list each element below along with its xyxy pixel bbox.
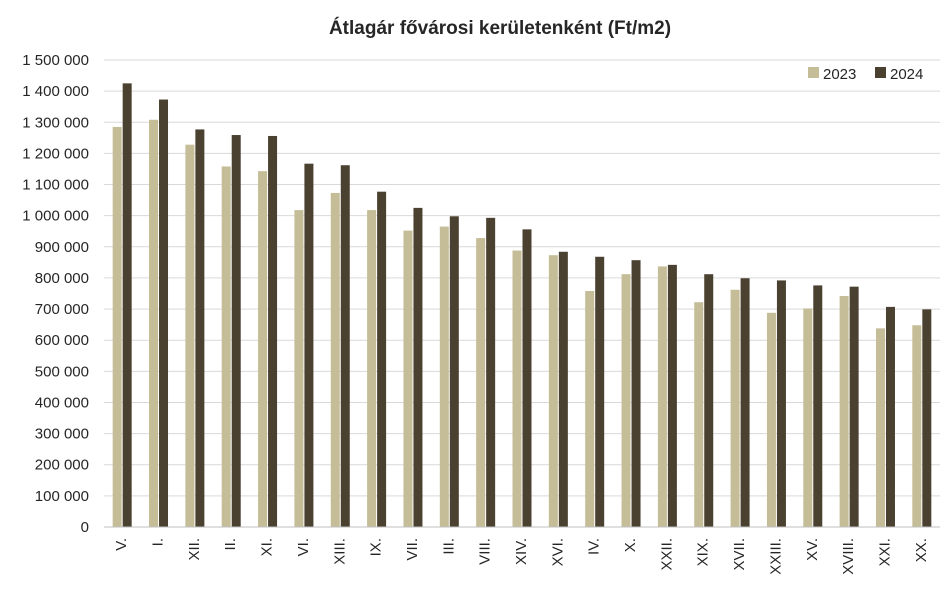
y-tick-label: 1 200 000: [22, 145, 89, 162]
y-axis-tick-labels: 0 100 000 200 000 300 000 400 000 500 000 600 …: [22, 52, 89, 536]
bar-2023-5: [258, 171, 268, 527]
bar-2024-4: [231, 135, 241, 528]
x-category-label: IV.: [586, 538, 603, 555]
x-category-label: XIII.: [331, 538, 348, 565]
bar-2023-4: [221, 166, 231, 527]
bar-2023-16: [657, 266, 667, 527]
x-category-label: XI.: [259, 538, 276, 556]
bar-2024-1: [122, 83, 132, 527]
x-category-label: VII.: [404, 538, 421, 561]
bar-2024-16: [667, 264, 677, 527]
x-category-label: II.: [222, 538, 239, 551]
bar-2024-12: [522, 229, 532, 527]
bar-2024-7: [340, 165, 350, 528]
x-category-label: XII.: [186, 538, 203, 561]
x-category-label: XVIII.: [840, 538, 857, 575]
bar-2023-10: [439, 226, 449, 527]
y-tick-label: 600 000: [35, 332, 89, 349]
bar-2023-21: [839, 295, 849, 527]
bar-2023-3: [185, 144, 195, 527]
x-category-label: XVII.: [731, 538, 748, 571]
bar-2023-13: [548, 255, 558, 527]
y-tick-label: 1 500 000: [22, 52, 89, 69]
y-tick-label: 500 000: [35, 363, 89, 380]
bar-2024-8: [377, 191, 387, 527]
y-tick-label: 1 300 000: [22, 114, 89, 131]
bar-2024-2: [159, 99, 169, 527]
y-tick-label: 900 000: [35, 239, 89, 256]
x-category-label: VIII.: [477, 538, 494, 565]
bar-2023-20: [803, 308, 813, 527]
legend-swatch-2024: [875, 67, 886, 78]
x-category-label: XVI.: [549, 538, 566, 566]
legend: 2023 2024: [808, 66, 923, 83]
bar-2023-22: [875, 328, 885, 527]
x-category-label: XXII.: [658, 538, 675, 571]
x-category-label: I.: [150, 538, 167, 546]
bar-2023-19: [766, 312, 776, 527]
x-category-label: V.: [113, 538, 130, 551]
bar-2024-14: [595, 256, 605, 527]
bar-2024-19: [776, 280, 786, 527]
bar-2024-17: [704, 274, 714, 527]
legend-label-2023: 2023: [823, 66, 856, 83]
bar-2023-15: [621, 274, 631, 527]
legend-swatch-2023: [808, 67, 819, 78]
x-category-label: XIX.: [695, 538, 712, 566]
y-tick-label: 1 100 000: [22, 177, 89, 194]
bar-2024-13: [558, 251, 568, 528]
bar-2023-18: [730, 289, 740, 527]
bar-2024-20: [813, 285, 823, 527]
bar-2024-15: [631, 260, 641, 527]
legend-label-2024: 2024: [890, 66, 923, 83]
bar-2024-10: [449, 216, 459, 527]
bar-2024-21: [849, 286, 859, 527]
bar-2023-2: [149, 119, 159, 527]
bar-2024-5: [268, 135, 278, 527]
y-tick-label: 800 000: [35, 270, 89, 287]
bar-2024-11: [486, 217, 496, 527]
bar-2023-9: [403, 230, 413, 528]
bar-2024-18: [740, 278, 750, 527]
bar-2024-9: [413, 207, 423, 527]
x-category-label: XV.: [804, 538, 821, 561]
y-tick-label: 200 000: [35, 457, 89, 474]
bar-2023-14: [585, 291, 595, 527]
bar-2023-23: [912, 325, 922, 527]
x-axis-category-labels: V. I. XII. II. XI. VI. XIII. IX. VII. III. VIII. XI…: [113, 538, 930, 575]
y-tick-label: 1 400 000: [22, 83, 89, 100]
y-tick-label: 0: [81, 519, 89, 536]
bar-2023-11: [476, 238, 486, 527]
x-category-label: III.: [440, 538, 457, 555]
x-category-label: XXIII.: [767, 538, 784, 575]
y-tick-label: 700 000: [35, 301, 89, 318]
y-tick-label: 300 000: [35, 426, 89, 443]
bar-2023-7: [330, 192, 340, 527]
gridlines: [104, 59, 940, 497]
y-tick-label: 100 000: [35, 488, 89, 505]
bar-2024-23: [922, 309, 932, 527]
bar-2023-17: [694, 302, 704, 527]
y-tick-label: 1 000 000: [22, 208, 89, 225]
y-tick-label: 400 000: [35, 394, 89, 411]
x-category-label: IX.: [368, 538, 385, 556]
bar-2023-6: [294, 210, 304, 527]
bars: [112, 83, 932, 528]
bar-2024-6: [304, 163, 314, 527]
bar-2024-22: [885, 306, 895, 527]
x-category-label: XXI.: [876, 538, 893, 566]
bar-2023-12: [512, 250, 522, 527]
bar-2024-3: [195, 129, 205, 527]
x-category-label: XX.: [913, 538, 930, 562]
chart-title: Átlagár fővárosi kerületenként (Ft/m2): [329, 17, 671, 39]
x-category-label: VI.: [295, 538, 312, 556]
x-category-label: XIV.: [513, 538, 530, 565]
x-category-label: X.: [622, 538, 639, 552]
bar-2023-8: [367, 210, 377, 527]
bar-2023-1: [112, 126, 122, 527]
